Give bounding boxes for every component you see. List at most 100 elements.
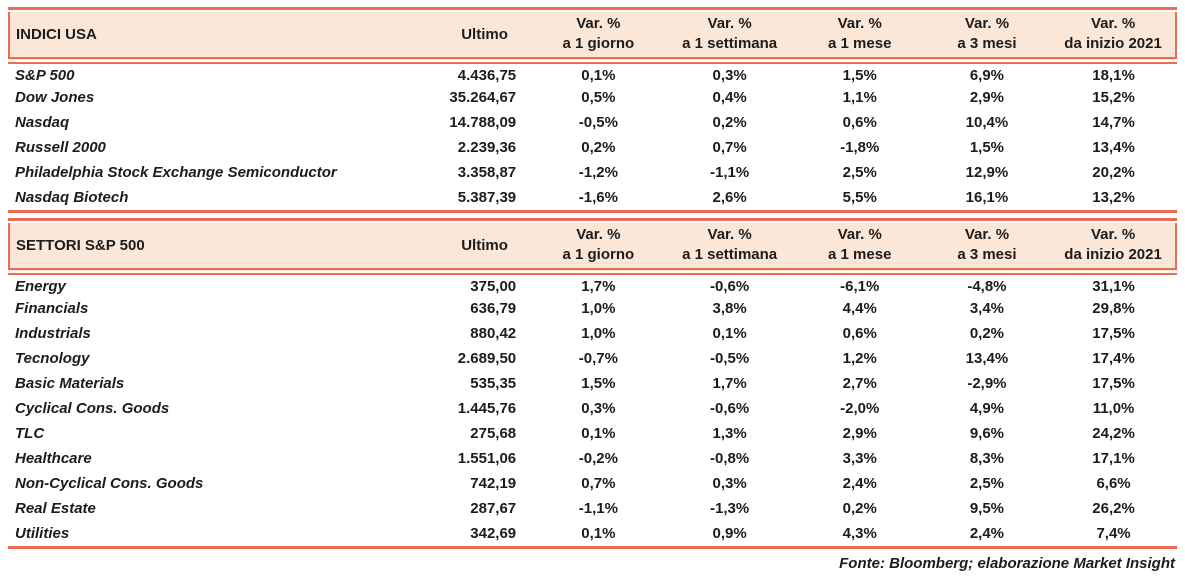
pct-1-settimana: 2,6% [712, 189, 747, 206]
pct-inizio-2021: 7,4% [1096, 525, 1131, 542]
column-header-ultimo: Ultimo [434, 223, 535, 275]
pct-1-settimana: -0,5% [710, 350, 750, 367]
table-row: Nasdaq 14.788,09 -0,5% 0,2% 0,6% 10,4% 14,7% [9, 110, 1176, 135]
pct-1-settimana: -1,1% [710, 164, 750, 181]
table-title: INDICI USA [8, 12, 435, 64]
column-header-var-3-mesi: Var. % a 3 mesi [922, 12, 1052, 64]
source-note: Fonte: Bloomberg; elaborazione Market In… [839, 555, 1175, 572]
period-label: a 1 mese [828, 246, 892, 264]
ultimo-value: 342,69 [470, 525, 517, 542]
pct-1-giorno: -1,1% [578, 500, 618, 517]
table-row: Utilities 342,69 0,1% 0,9% 4,3% 2,4% 7,4% [9, 521, 1176, 546]
pct-1-mese: 0,6% [842, 114, 877, 131]
pct-1-giorno: 0,3% [581, 400, 616, 417]
row-label: Healthcare [15, 450, 92, 467]
table-row: Financials 636,79 1,0% 3,8% 4,4% 3,4% 29,8% [9, 296, 1176, 321]
table-row: Philadelphia Stock Exchange Semiconducto… [9, 160, 1176, 185]
column-header-var-1-settimana: Var. % a 1 settimana [662, 223, 797, 275]
ultimo-value: 14.788,09 [449, 114, 517, 131]
var-label: Var. % [964, 226, 1010, 244]
pct-inizio-2021: 29,8% [1092, 300, 1135, 317]
column-header-var-1-settimana: Var. % a 1 settimana [662, 12, 797, 64]
pct-3-mesi: 8,3% [969, 450, 1005, 467]
pct-inizio-2021: 6,6% [1096, 475, 1131, 492]
pct-3-mesi: 12,9% [965, 164, 1009, 181]
var-label: Var. % [837, 15, 882, 33]
ultimo-value: 2.689,50 [457, 350, 517, 367]
report-sheet: INDICI USA Ultimo Var. % a 1 giorno Var.… [8, 7, 1177, 572]
row-label: Philadelphia Stock Exchange Semiconducto… [15, 164, 337, 181]
ultimo-value: 742,19 [470, 475, 517, 492]
header-row: SETTORI S&P 500 Ultimo Var. % a 1 giorno… [8, 223, 1177, 275]
column-header-ultimo: Ultimo [434, 12, 535, 64]
table-row: TLC 275,68 0,1% 1,3% 2,9% 9,6% 24,2% [9, 421, 1176, 446]
pct-1-mese: 4,3% [842, 525, 877, 542]
pct-1-mese: 2,5% [842, 164, 877, 181]
indici-usa-table-block: INDICI USA Ultimo Var. % a 1 giorno Var.… [8, 7, 1177, 213]
pct-3-mesi: 9,6% [969, 425, 1005, 442]
pct-inizio-2021: 13,2% [1092, 189, 1135, 206]
column-header-var-1-mese: Var. % a 1 mese [796, 223, 923, 275]
pct-1-settimana: -0,6% [710, 278, 750, 296]
pct-1-mese: 2,7% [842, 375, 877, 392]
pct-1-mese: -1,8% [840, 139, 880, 156]
pct-1-mese: 1,5% [842, 67, 877, 85]
table-row: Energy 375,00 1,7% -0,6% -6,1% -4,8% 31,1% [9, 271, 1176, 296]
pct-inizio-2021: 15,2% [1092, 89, 1135, 106]
table-row: S&P 500 4.436,75 0,1% 0,3% 1,5% 6,9% 18,1% [9, 60, 1176, 85]
var-label: Var. % [707, 15, 752, 33]
pct-inizio-2021: 17,5% [1092, 375, 1135, 392]
pct-3-mesi: 0,2% [969, 325, 1005, 342]
ultimo-value: 275,68 [470, 425, 517, 442]
column-header-var-3-mesi: Var. % a 3 mesi [922, 223, 1052, 275]
var-label: Var. % [576, 226, 621, 244]
bottom-rule [8, 546, 1177, 549]
pct-3-mesi: 16,1% [965, 189, 1009, 206]
ultimo-value: 3.358,87 [457, 164, 517, 181]
pct-3-mesi: 2,5% [969, 475, 1005, 492]
pct-1-giorno: 1,0% [581, 300, 616, 317]
period-label: da inizio 2021 [1064, 246, 1162, 264]
row-label: Financials [15, 300, 89, 317]
row-label: TLC [15, 425, 45, 442]
ultimo-value: 636,79 [470, 300, 517, 317]
period-label: a 1 settimana [682, 35, 778, 53]
ultimo-value: 35.264,67 [449, 89, 517, 106]
pct-1-giorno: 0,1% [581, 425, 616, 442]
table-row: Tecnology 2.689,50 -0,7% -0,5% 1,2% 13,4% 17,4… [9, 346, 1176, 371]
pct-1-giorno: 1,7% [581, 278, 616, 296]
pct-1-giorno: 0,1% [581, 525, 616, 542]
pct-1-settimana: 0,7% [712, 139, 747, 156]
indici-usa-body: S&P 500 4.436,75 0,1% 0,3% 1,5% 6,9% 18,1% Dow … [9, 60, 1176, 210]
settori-sp500-header: SETTORI S&P 500 Ultimo Var. % a 1 giorno… [8, 223, 1177, 275]
pct-1-mese: 4,4% [842, 300, 877, 317]
ultimo-value: 375,00 [470, 278, 517, 296]
column-header-var-inizio-2021: Var. % da inizio 2021 [1051, 223, 1177, 275]
indici-usa-header: INDICI USA Ultimo Var. % a 1 giorno Var.… [8, 12, 1177, 64]
table-row: Russell 2000 2.239,36 0,2% 0,7% -1,8% 1,5% 13,… [9, 135, 1176, 160]
pct-1-settimana: 1,7% [712, 375, 747, 392]
top-rule [8, 7, 1177, 10]
pct-inizio-2021: 18,1% [1092, 67, 1135, 85]
var-label: Var. % [576, 15, 621, 33]
period-label: a 1 settimana [682, 246, 778, 264]
column-header-var-1-giorno: Var. % a 1 giorno [534, 223, 663, 275]
pct-1-mese: 2,4% [842, 475, 877, 492]
ultimo-value: 2.239,36 [457, 139, 517, 156]
settori-sp500-table: SETTORI S&P 500 Ultimo Var. % a 1 giorno… [8, 223, 1177, 546]
ultimo-value: 880,42 [470, 325, 517, 342]
settori-sp500-body: Energy 375,00 1,7% -0,6% -6,1% -4,8% 31,1% Fina… [9, 271, 1176, 546]
pct-1-giorno: 0,7% [581, 475, 616, 492]
pct-1-giorno: -0,2% [578, 450, 618, 467]
pct-1-giorno: 1,0% [581, 325, 616, 342]
pct-1-mese: 3,3% [842, 450, 877, 467]
pct-1-settimana: 3,8% [712, 300, 747, 317]
pct-1-mese: 5,5% [842, 189, 877, 206]
row-label: Dow Jones [15, 89, 95, 106]
row-label: Russell 2000 [15, 139, 106, 156]
pct-1-mese: 0,6% [842, 325, 877, 342]
column-header-var-1-giorno: Var. % a 1 giorno [534, 12, 663, 64]
table-row: Non-Cyclical Cons. Goods 742,19 0,7% 0,3% 2,… [9, 471, 1176, 496]
pct-inizio-2021: 11,0% [1092, 400, 1135, 417]
pct-inizio-2021: 17,4% [1092, 350, 1135, 367]
